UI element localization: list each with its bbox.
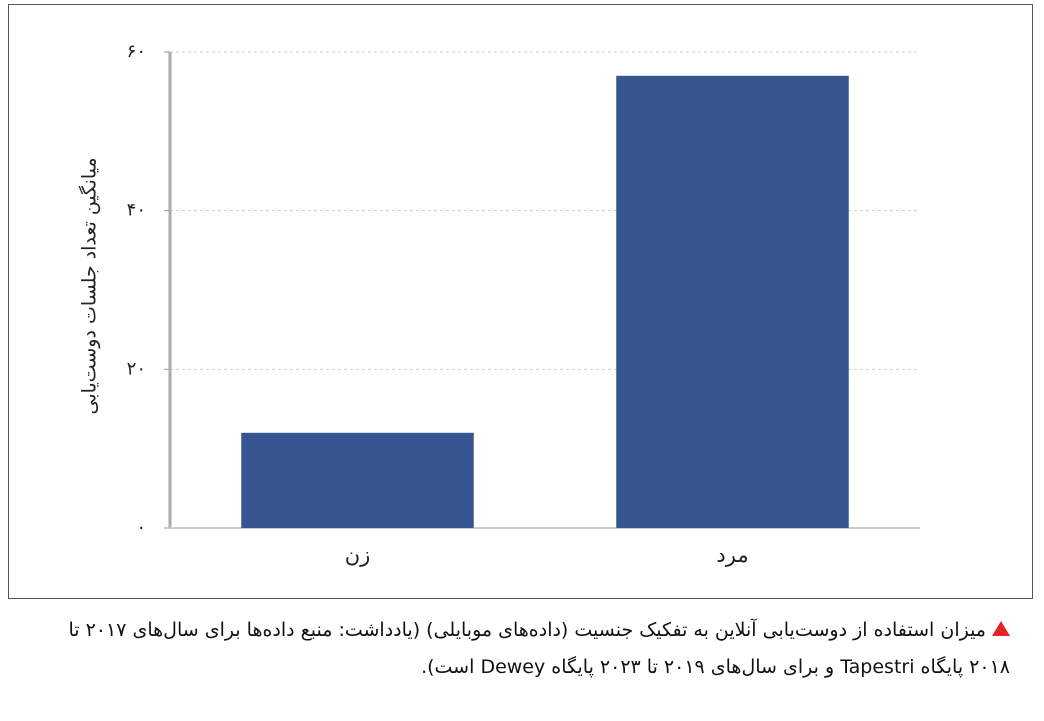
- x-tick-label: مرد: [716, 543, 748, 567]
- x-tick-label: زن: [345, 543, 371, 567]
- caption-marker: [992, 621, 1010, 636]
- y-axis-title: میانگین تعداد جلسات دوست‌یابی: [78, 157, 101, 414]
- y-tick-label: ۶۰: [127, 41, 146, 62]
- chart-frame: [8, 4, 1033, 599]
- bar: [616, 75, 849, 529]
- y-tick-label: ۰: [136, 517, 146, 538]
- caption-text: میزان استفاده از دوست‌یابی آنلاین به تفک…: [68, 619, 1010, 678]
- y-tick-label: ۴۰: [127, 200, 146, 221]
- chart: میانگین تعداد جلسات دوست‌یابی ۰ ۲۰ ۴۰ ۶۰ زن م…: [8, 4, 1033, 599]
- bar: [241, 432, 474, 528]
- y-tick-label: ۲۰: [127, 358, 146, 379]
- caption: میزان استفاده از دوست‌یابی آنلاین به تفک…: [30, 612, 1010, 686]
